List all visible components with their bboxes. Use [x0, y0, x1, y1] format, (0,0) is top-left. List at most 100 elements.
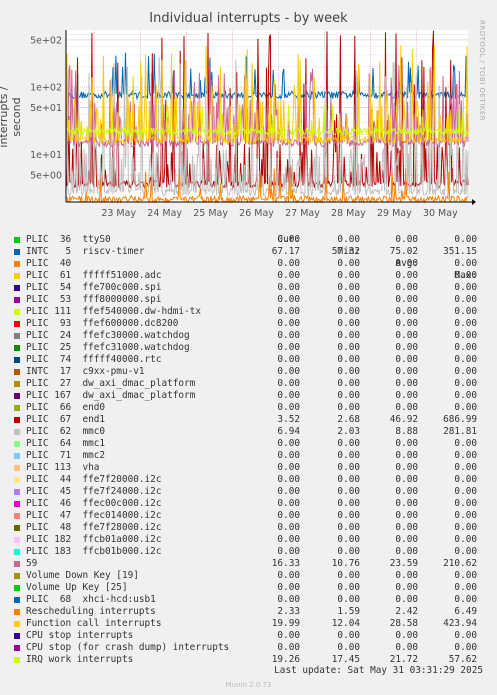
legend-row: PLIC 67 end1 3.52 2.68 46.92 686.99 [0, 414, 497, 426]
legend-row: PLIC 74 fffff40000.rtc 0.00 0.00 0.00 0.00 [0, 354, 497, 366]
last-update: Last update: Sat May 31 03:31:29 2025 [274, 665, 483, 676]
legend-label: PLIC 113 vha [26, 462, 100, 473]
legend-label: Function call interrupts [26, 618, 162, 629]
legend-label: PLIC 167 dw_axi_dmac_platform [26, 390, 196, 401]
legend-swatch [14, 381, 20, 387]
legend-min-value: 0.00 [337, 534, 360, 545]
legend-row: PLIC 25 ffefc31000.watchdog 0.00 0.00 0.00 0… [0, 342, 497, 354]
legend-row: INTC 17 c9xx-pmu-v1 0.00 0.00 0.00 0.00 [0, 366, 497, 378]
legend-min-value: 0.00 [337, 582, 360, 593]
legend-avg-value: 28.58 [389, 618, 418, 629]
legend-cur-value: 19.99 [271, 618, 300, 629]
legend-label: PLIC 111 ffef540000.dw-hdmi-tx [26, 306, 201, 317]
legend-avg-value: 0.00 [395, 342, 418, 353]
legend-max-value: 0.00 [454, 258, 477, 269]
legend-avg-value: 0.00 [395, 390, 418, 401]
legend-max-value: 351.15 [443, 246, 477, 257]
legend-cur-value: 0.00 [277, 342, 300, 353]
col-max-header: Max: [454, 270, 477, 281]
legend-cur-value: 0.00 [277, 390, 300, 401]
legend-cur-value: 0.00 [277, 270, 300, 281]
x-tick-labels: 23 May 24 May 25 May 26 May 27 May 28 May 29 M… [101, 208, 458, 219]
legend-max-value: 0.00 [454, 354, 477, 365]
legend-cur-value: 0.00 [277, 594, 300, 605]
legend-max-value: 0.00 [454, 642, 477, 653]
legend-min-value: 1.59 [337, 606, 360, 617]
legend-avg-value: 0.00 [395, 402, 418, 413]
legend-max-value: 0.00 [454, 486, 477, 497]
legend-label: PLIC 71 mmc2 [26, 450, 106, 461]
legend-label: PLIC 45 ffe7f24000.i2c [26, 486, 162, 497]
legend-swatch [14, 249, 20, 255]
legend-cur-value: 0.00 [277, 522, 300, 533]
legend-swatch [14, 393, 20, 399]
legend-max-value: 0.00 [454, 306, 477, 317]
legend-row: PLIC 53 fff8000000.spi 0.00 0.00 0.00 0.00 [0, 294, 497, 306]
legend-max-value: 0.00 [454, 378, 477, 389]
legend-max-value: 0.00 [454, 282, 477, 293]
legend-avg-value: 0.00 [395, 330, 418, 341]
legend-avg-value: 0.00 [395, 642, 418, 653]
legend-cur-value: 0.00 [277, 306, 300, 317]
x-tick-label: 23 May [101, 208, 136, 219]
legend-label: PLIC 24 ffefc30000.watchdog [26, 330, 190, 341]
legend-avg-value: 0.00 [395, 258, 418, 269]
legend-avg-value: 0.00 [395, 630, 418, 641]
legend-min-value: 0.00 [337, 234, 360, 245]
legend-label: PLIC 64 mmc1 [26, 438, 106, 449]
legend-max-value: 0.00 [454, 630, 477, 641]
legend-swatch [14, 453, 20, 459]
legend-max-value: 0.00 [454, 342, 477, 353]
legend-swatch [14, 513, 20, 519]
legend-max-value: 0.00 [454, 402, 477, 413]
legend-swatch [14, 261, 20, 267]
legend-max-value: 0.00 [454, 270, 477, 281]
legend-swatch [14, 309, 20, 315]
legend-header: Cur: Min: Avg: Max: [0, 222, 497, 281]
legend-avg-value: 46.92 [389, 414, 418, 425]
legend-avg-value: 0.00 [395, 270, 418, 281]
legend-avg-value: 23.59 [389, 558, 418, 569]
legend-cur-value: 3.52 [277, 414, 300, 425]
legend-avg-value: 0.00 [395, 582, 418, 593]
legend-row: CPU stop interrupts 0.00 0.00 0.00 0.00 [0, 630, 497, 642]
legend-label: PLIC 25 ffefc31000.watchdog [26, 342, 190, 353]
legend-cur-value: 0.00 [277, 354, 300, 365]
legend-min-value: 0.00 [337, 366, 360, 377]
legend-swatch [14, 573, 20, 579]
legend-min-value: 0.00 [337, 486, 360, 497]
legend-min-value: 0.00 [337, 474, 360, 485]
legend-min-value: 2.03 [337, 426, 360, 437]
legend-cur-value: 6.94 [277, 426, 300, 437]
legend-row: PLIC 71 mmc2 0.00 0.00 0.00 0.00 [0, 450, 497, 462]
legend-cur-value: 0.00 [277, 450, 300, 461]
legend-min-value: 12.04 [331, 618, 360, 629]
legend-max-value: 0.00 [454, 366, 477, 377]
legend-min-value: 0.00 [337, 546, 360, 557]
legend-label: PLIC 74 fffff40000.rtc [26, 354, 162, 365]
legend-row: PLIC 113 vha 0.00 0.00 0.00 0.00 [0, 462, 497, 474]
chart-title: Individual interrupts - by week [149, 11, 348, 26]
legend-max-value: 0.00 [454, 522, 477, 533]
legend-label: Rescheduling interrupts [26, 606, 156, 617]
legend-swatch [14, 429, 20, 435]
legend-min-value: 0.00 [337, 462, 360, 473]
legend-label: CPU stop (for crash dump) interrupts [26, 642, 230, 653]
legend-swatch [14, 477, 20, 483]
legend-min-value: 17.45 [331, 654, 360, 665]
legend-label: PLIC 183 ffcb01b000.i2c [26, 546, 162, 557]
series-lines [65, 30, 469, 204]
legend-min-value: 0.00 [337, 642, 360, 653]
legend-avg-value: 0.00 [395, 498, 418, 509]
legend-max-value: 686.99 [443, 414, 477, 425]
legend-swatch [14, 333, 20, 339]
legend-label: INTC 5 riscv-timer [26, 246, 145, 257]
legend-avg-value: 21.72 [389, 654, 418, 665]
legend-max-value: 0.00 [454, 294, 477, 305]
legend-avg-value: 8.88 [395, 426, 418, 437]
legend-row: PLIC 61 fffff51000.adc 0.00 0.00 0.00 0.00 [0, 270, 497, 282]
legend-min-value: 0.00 [337, 270, 360, 281]
legend-label: PLIC 40 [26, 258, 72, 269]
legend-row: Rescheduling interrupts 2.33 1.59 2.42 6.49 [0, 606, 497, 618]
x-tick-label: 26 May [239, 208, 274, 219]
